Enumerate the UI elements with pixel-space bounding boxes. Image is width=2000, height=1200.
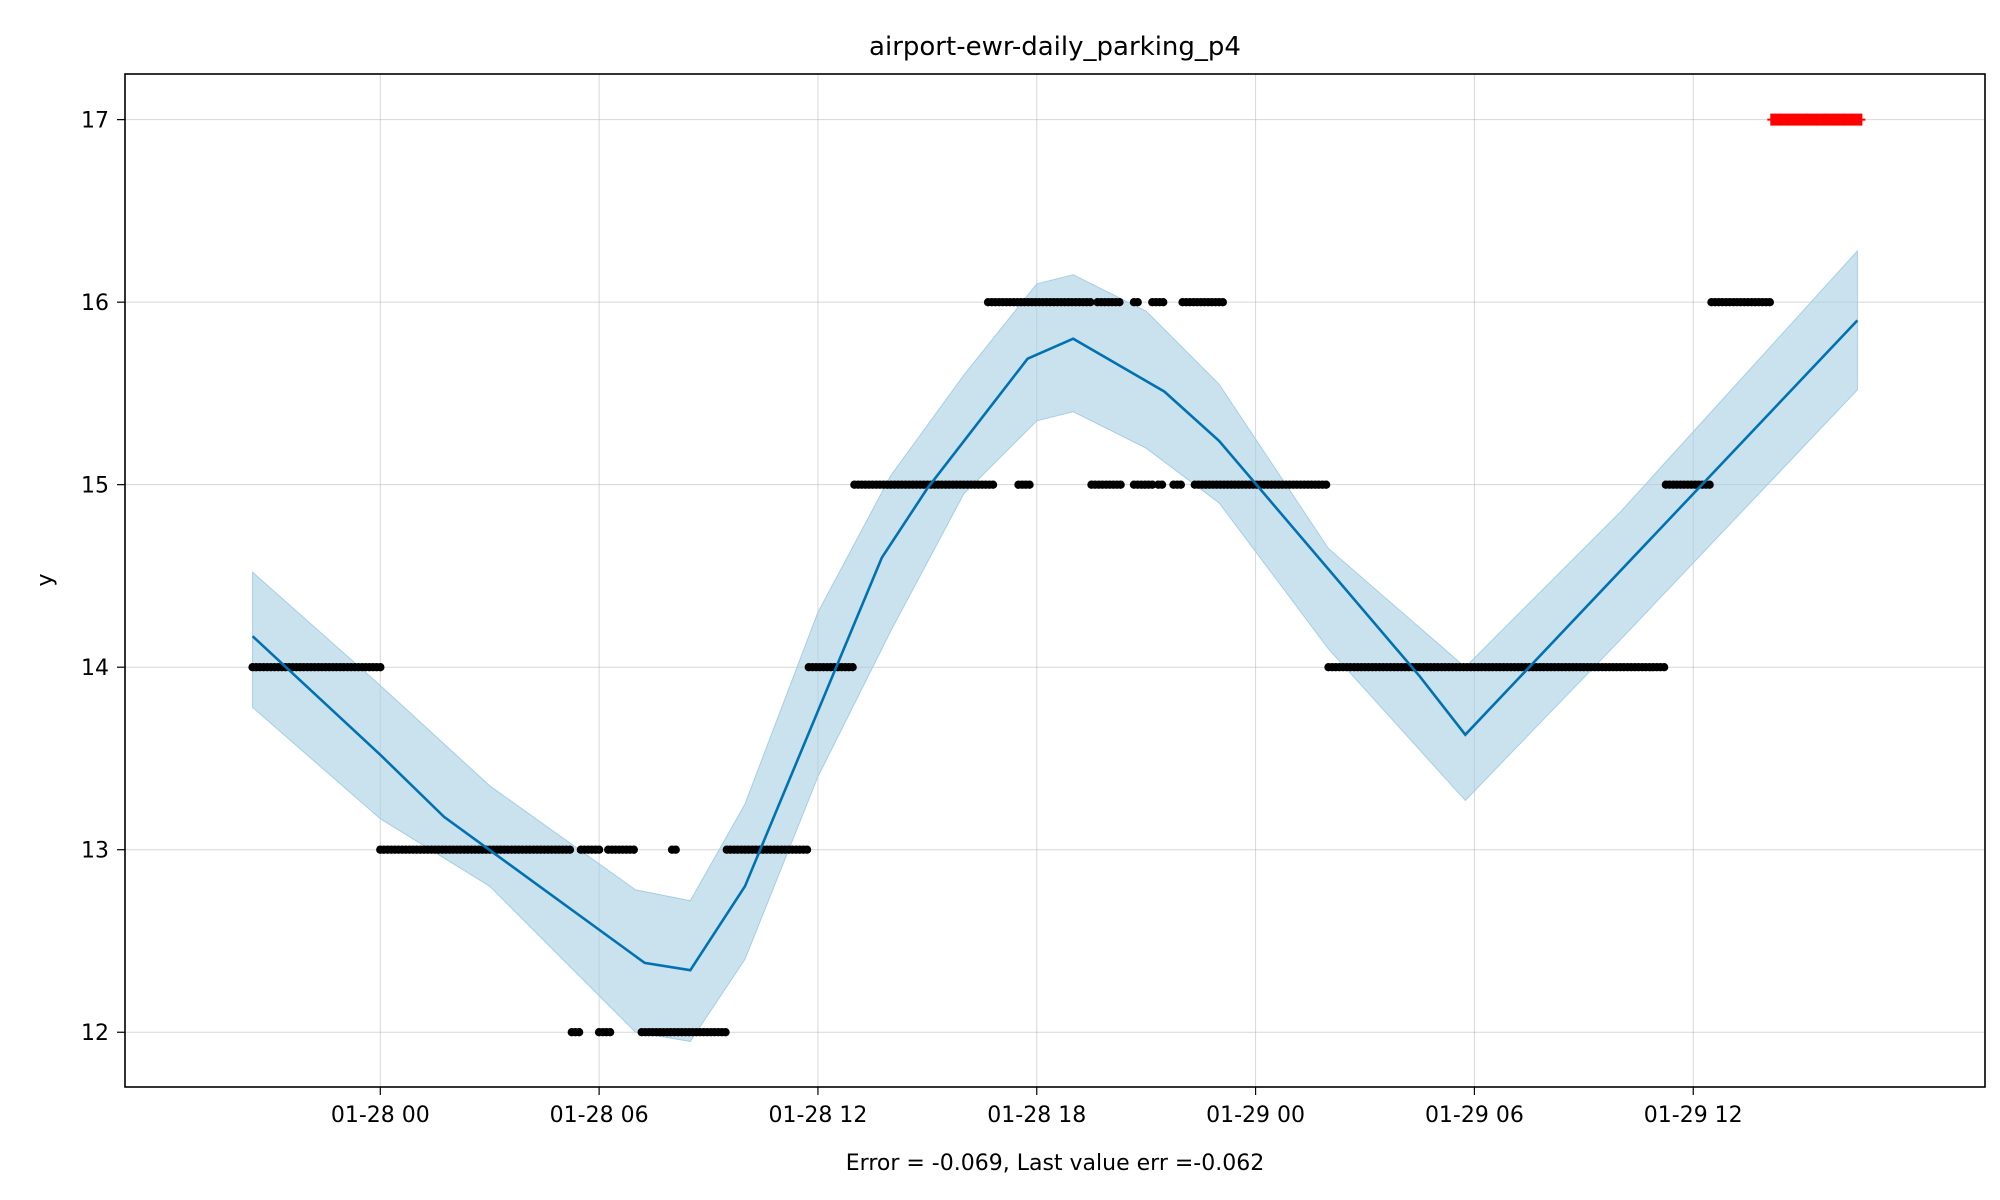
y-tick-label: 13 — [81, 839, 109, 864]
observed-point — [1133, 298, 1142, 307]
chart-title: airport-ewr-daily_parking_p4 — [869, 32, 1241, 62]
observed-point — [1705, 480, 1714, 489]
x-tick-label: 01-28 12 — [768, 1103, 867, 1128]
future-point — [1797, 113, 1808, 126]
observed-point — [574, 1028, 584, 1037]
observed-point — [605, 1028, 615, 1037]
observed-point — [1176, 480, 1186, 489]
observed-point — [1765, 298, 1775, 307]
future-point — [1779, 113, 1790, 126]
observed-point — [594, 845, 604, 854]
observed-point — [1086, 298, 1095, 307]
x-axis-ticks: 01-28 00 01-28 06 01-28 12 01-28 18 01-29 00… — [331, 1087, 1743, 1128]
observed-point — [802, 845, 812, 854]
future-point — [1852, 113, 1863, 126]
future-point — [1825, 113, 1835, 126]
forecast-line-layer — [251, 319, 1859, 972]
observed-point — [1157, 480, 1167, 489]
x-tick-label: 01-29 12 — [1644, 1103, 1743, 1128]
x-tick-label: 01-28 06 — [550, 1103, 649, 1128]
future-point — [1843, 113, 1854, 126]
forecast-line — [251, 319, 1859, 972]
y-tick-label: 12 — [81, 1021, 109, 1046]
observed-point — [671, 845, 680, 854]
y-tick-label: 17 — [81, 109, 109, 134]
confidence-band — [252, 249, 1858, 1042]
grid-lines — [125, 74, 1985, 1087]
observed-point — [376, 663, 385, 672]
observed-point — [1321, 480, 1331, 489]
x-tick-label: 01-28 18 — [987, 1103, 1086, 1128]
observed-point — [848, 663, 857, 672]
observed-point — [1025, 480, 1034, 489]
plot-frame — [124, 73, 1986, 1088]
y-tick-label: 16 — [81, 291, 109, 316]
observed-point — [565, 845, 575, 854]
y-axis-label: y — [33, 573, 58, 586]
y-axis-ticks: 12 13 14 15 16 17 — [81, 109, 125, 1046]
future-point — [1806, 113, 1817, 126]
observed-point — [988, 480, 998, 489]
future-point — [1770, 113, 1781, 126]
future-point — [1834, 113, 1845, 126]
observed-point — [1115, 298, 1124, 307]
observed-point — [1116, 480, 1125, 489]
future-point — [1815, 113, 1826, 126]
observed-point — [1148, 480, 1157, 489]
future-points-layer — [1767, 113, 1866, 126]
x-tick-label: 01-28 00 — [331, 1103, 430, 1128]
x-tick-label: 01-29 06 — [1425, 1103, 1524, 1128]
observed-point — [721, 1028, 730, 1037]
x-axis-label: Error = -0.069, Last value err =-0.062 — [846, 1151, 1264, 1176]
observed-point — [1159, 298, 1168, 307]
observed-point — [629, 845, 638, 854]
confidence-band-layer — [252, 249, 1858, 1042]
future-point — [1788, 113, 1799, 126]
x-tick-label: 01-29 00 — [1206, 1103, 1305, 1128]
y-tick-label: 15 — [81, 474, 109, 499]
observed-point — [1218, 298, 1228, 307]
y-tick-label: 14 — [81, 656, 109, 681]
observed-points-layer — [248, 298, 1775, 1037]
observed-point — [1659, 663, 1669, 672]
